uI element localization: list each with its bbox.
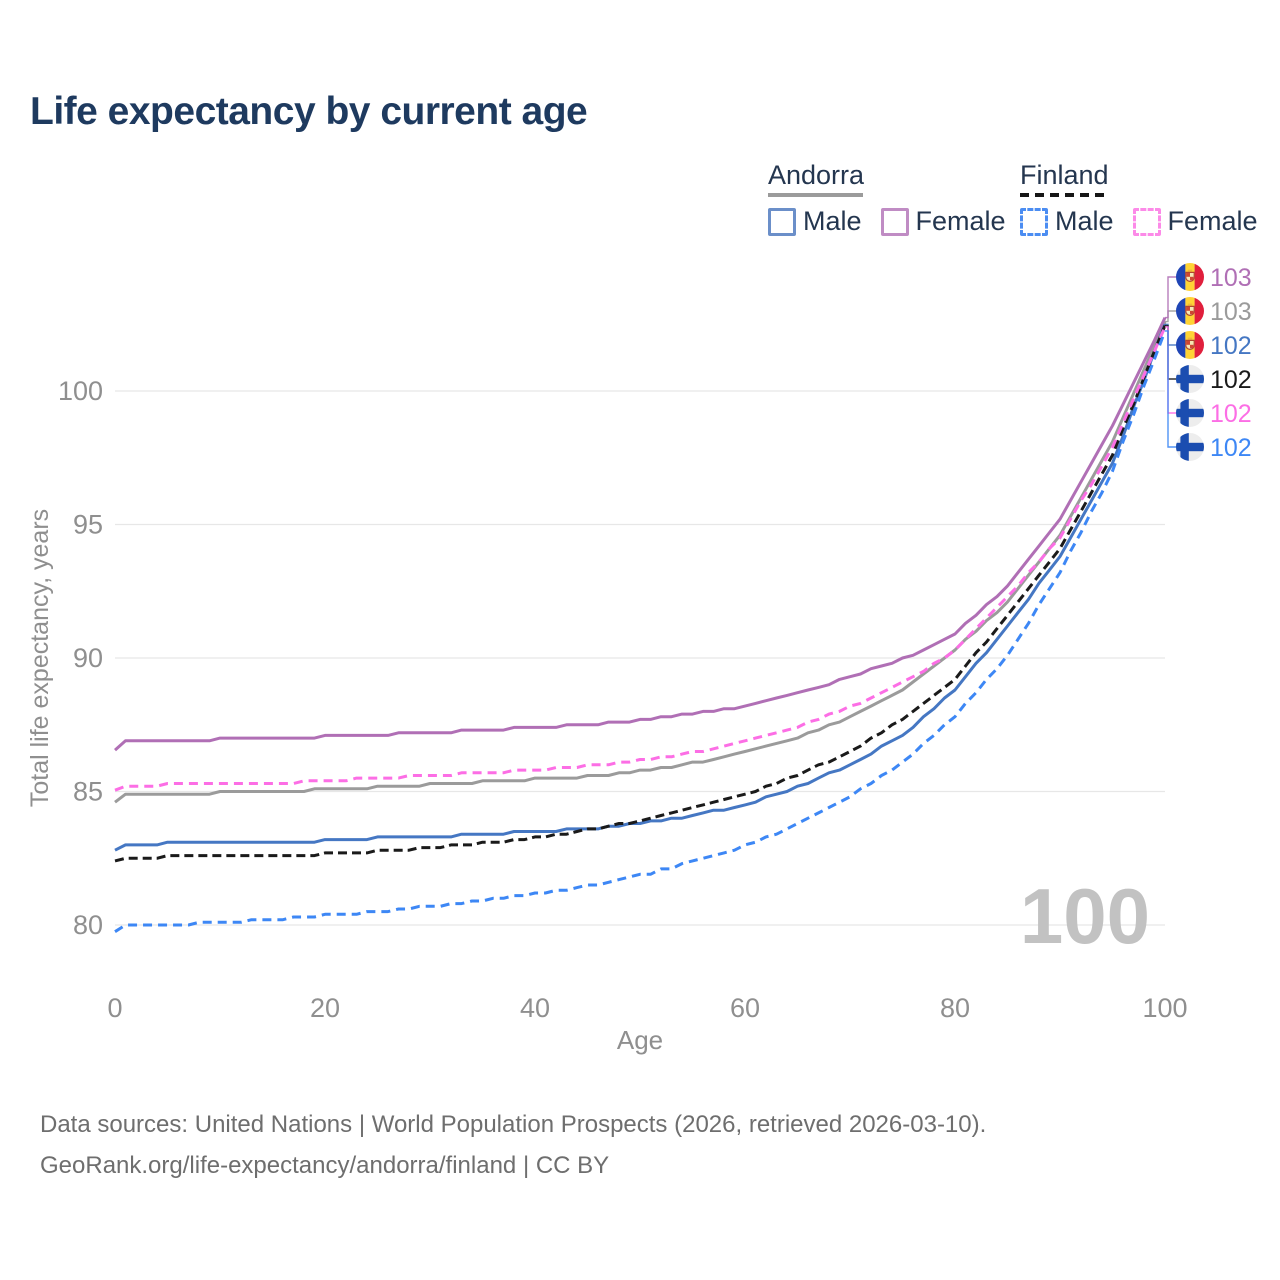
x-tick-label: 60: [730, 993, 760, 1023]
flag-crest-crown: [1187, 337, 1193, 340]
attribution-text: GeoRank.org/life-expectancy/andorra/finl…: [40, 1152, 610, 1179]
legend-item-label: Male: [803, 206, 862, 236]
legend-item-andorra-male[interactable]: Male: [768, 206, 862, 237]
x-tick-label: 0: [107, 993, 122, 1023]
line-chart[interactable]: 80 85 90 95 100 0 20 40 60 80 100 Age Total life exp…: [0, 0, 1280, 1080]
checkbox-finland-female-icon[interactable]: [1132, 207, 1161, 236]
flag-stripe-blue: [1176, 297, 1186, 325]
series-line-andorra-male[interactable]: [114, 323, 1167, 852]
checkbox-andorra-male-icon[interactable]: [768, 207, 796, 236]
x-tick-label: 100: [1142, 993, 1187, 1023]
flag-crest-quarter: [1186, 273, 1190, 277]
flag-cross-vertical: [1180, 433, 1189, 461]
x-tick-label: 40: [520, 993, 550, 1023]
x-tick-label: 80: [940, 993, 970, 1023]
end-label-value: 102: [1210, 400, 1252, 428]
legend-item-finland-female[interactable]: Female: [1132, 206, 1258, 237]
checkbox-andorra-female-icon[interactable]: [880, 207, 909, 236]
end-labels: 103 103 102 102 102 102: [1165, 263, 1252, 462]
series-lines: [114, 316, 1167, 933]
end-label-value: 102: [1210, 434, 1252, 462]
flag-stripe-red: [1194, 331, 1204, 359]
legend-item-label: Female: [915, 206, 1006, 236]
flag-crest-crown: [1187, 269, 1193, 272]
flag-crest-quarter: [1186, 307, 1190, 311]
flag-crest-quarter: [1190, 310, 1194, 315]
finland-flag-icon: [1176, 365, 1204, 393]
axes: 0 20 40 60 80 100 Age Total life expectancy, ye…: [26, 509, 1188, 1055]
legend-group-andorra: Andorra Male Female: [768, 160, 1006, 237]
end-label-value: 103: [1210, 298, 1252, 326]
legend-item-andorra-female[interactable]: Female: [880, 206, 1006, 237]
legend-country-finland[interactable]: Finland: [1020, 160, 1258, 197]
legend-group-finland: Finland Male Female: [1020, 160, 1258, 237]
flag-crest-crown: [1187, 303, 1193, 306]
series-line-finland-female[interactable]: [114, 326, 1167, 792]
gridlines: 80 85 90 95 100: [58, 376, 1165, 940]
series-line-andorra-all[interactable]: [114, 320, 1167, 804]
y-axis-title: Total life expectancy, years: [26, 509, 54, 807]
finland-flag-icon: [1176, 399, 1204, 427]
end-label-connector: [1165, 330, 1176, 448]
legend-country-label: Finland: [1020, 160, 1109, 190]
legend-item-label: Male: [1055, 206, 1114, 236]
flag-stripe-blue: [1176, 263, 1186, 291]
y-tick-label: 95: [73, 510, 103, 540]
page-title: Life expectancy by current age: [30, 90, 588, 133]
flag-stripe-red: [1194, 297, 1204, 325]
flag-cross-horizontal: [1176, 408, 1204, 418]
dashed-line-sample: [1020, 193, 1106, 197]
andorra-flag-icon: [1176, 297, 1204, 325]
legend-item-label: Female: [1167, 206, 1258, 236]
andorra-flag-icon: [1176, 331, 1204, 359]
x-axis-title: Age: [617, 1025, 663, 1055]
finland-flag-icon: [1176, 433, 1204, 461]
flag-stripe-red: [1194, 263, 1204, 291]
end-label-value: 102: [1210, 366, 1252, 394]
flag-crest-quarter: [1186, 341, 1190, 345]
series-line-andorra-female[interactable]: [114, 316, 1167, 752]
y-tick-label: 100: [58, 376, 103, 406]
footer: Data sources: United Nations | World Pop…: [40, 1104, 986, 1186]
flag-cross-vertical: [1180, 365, 1189, 393]
series-line-finland-male[interactable]: [114, 330, 1167, 933]
age-indicator-watermark: 100: [1020, 872, 1150, 960]
end-label-connector: [1165, 324, 1176, 380]
flag-stripe-blue: [1176, 331, 1186, 359]
x-tick-label: 20: [310, 993, 340, 1023]
end-label-connector: [1165, 310, 1176, 323]
end-label-connector: [1165, 276, 1176, 319]
end-label-value: 102: [1210, 332, 1252, 360]
end-label-connector: [1165, 326, 1176, 414]
andorra-flag-icon: [1176, 263, 1204, 291]
checkbox-finland-male-icon[interactable]: [1020, 207, 1048, 236]
data-sources-text: Data sources: United Nations | World Pop…: [40, 1111, 987, 1138]
y-tick-label: 80: [73, 910, 103, 940]
flag-cross-horizontal: [1176, 374, 1204, 384]
flag-cross-horizontal: [1176, 442, 1204, 452]
y-tick-label: 85: [73, 777, 103, 807]
series-line-finland-all[interactable]: [114, 325, 1167, 863]
y-tick-label: 90: [73, 643, 103, 673]
solid-line-sample: [768, 193, 863, 197]
flag-crest-quarter: [1190, 344, 1194, 349]
end-label-value: 103: [1210, 264, 1252, 292]
flag-crest-quarter: [1190, 276, 1194, 281]
legend-item-finland-male[interactable]: Male: [1020, 206, 1114, 237]
flag-cross-vertical: [1180, 399, 1189, 427]
legend-country-label: Andorra: [768, 160, 865, 190]
legend-country-andorra[interactable]: Andorra: [768, 160, 1006, 197]
